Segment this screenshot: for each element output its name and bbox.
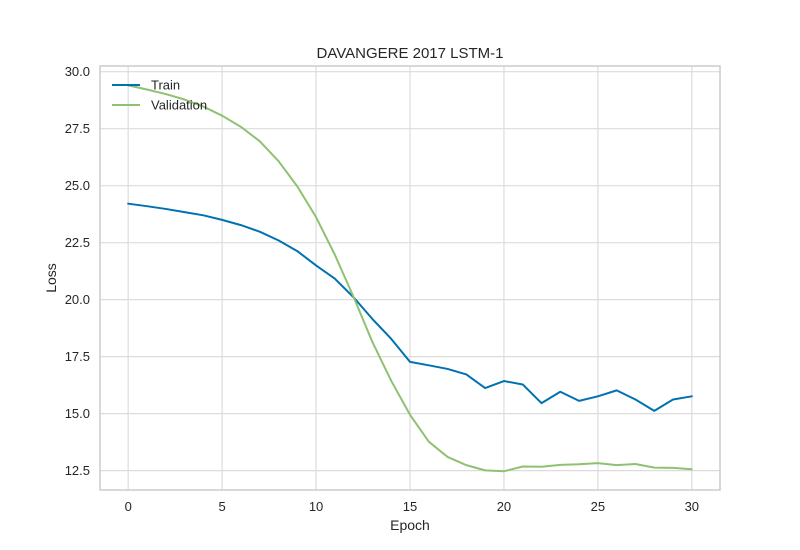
y-tick-label: 15.0 [65, 406, 90, 421]
grid [100, 66, 720, 490]
x-tick-label: 15 [403, 499, 417, 514]
y-axis-label: Loss [43, 263, 59, 293]
y-tick-label: 20.0 [65, 292, 90, 307]
y-tick-label: 22.5 [65, 235, 90, 250]
x-tick-label: 25 [591, 499, 605, 514]
y-tick-label: 17.5 [65, 349, 90, 364]
legend-label-train: Train [151, 78, 180, 93]
x-tick-label: 30 [685, 499, 699, 514]
y-tick-label: 25.0 [65, 178, 90, 193]
y-tick-label: 12.5 [65, 463, 90, 478]
series-line-train [127, 202, 693, 412]
series-line-validation [127, 84, 693, 473]
plot-frame [99, 65, 721, 491]
legend-label-validation: Validation [151, 98, 207, 113]
x-tick-label: 5 [219, 499, 226, 514]
x-tick-labels: 0 5 10 15 20 25 30 [125, 499, 699, 514]
y-tick-labels: 12.5 15.0 17.5 20.0 22.5 25.0 27.5 30.0 [65, 64, 90, 478]
chart-title: DAVANGERE 2017 LSTM-1 [316, 45, 503, 62]
x-tick-label: 10 [309, 499, 323, 514]
y-tick-label: 30.0 [65, 64, 90, 79]
series-lines [127, 84, 693, 473]
y-tick-label: 27.5 [65, 121, 90, 136]
x-tick-label: 20 [497, 499, 511, 514]
legend: Train Validation [112, 78, 207, 113]
x-axis-label: Epoch [390, 517, 430, 533]
x-tick-label: 0 [125, 499, 132, 514]
